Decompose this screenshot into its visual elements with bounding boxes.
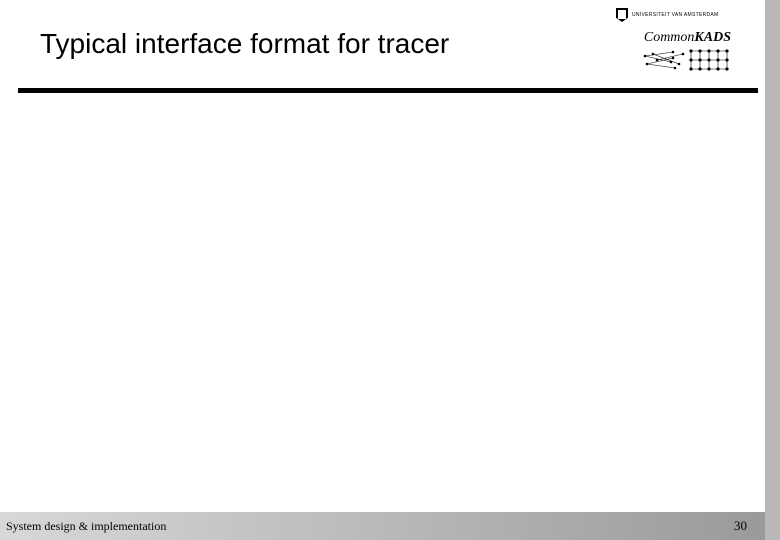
product-suffix: KADS bbox=[694, 30, 731, 45]
product-prefix: Common bbox=[644, 30, 695, 45]
university-logo: UNIVERSITEIT VAN AMSTERDAM bbox=[578, 8, 733, 22]
shield-icon bbox=[616, 8, 628, 22]
logo-block: UNIVERSITEIT VAN AMSTERDAM CommonKADS bbox=[578, 8, 733, 72]
slide-footer: System design & implementation 30 bbox=[0, 512, 765, 540]
network-icon bbox=[578, 48, 733, 72]
right-band bbox=[765, 0, 780, 540]
slide: Typical interface format for tracer UNIV… bbox=[0, 0, 765, 540]
university-label: UNIVERSITEIT VAN AMSTERDAM bbox=[632, 12, 719, 18]
footer-text: System design & implementation bbox=[6, 519, 166, 534]
page-number: 30 bbox=[734, 518, 747, 534]
product-logo: CommonKADS bbox=[578, 30, 733, 46]
header-divider bbox=[18, 88, 758, 93]
